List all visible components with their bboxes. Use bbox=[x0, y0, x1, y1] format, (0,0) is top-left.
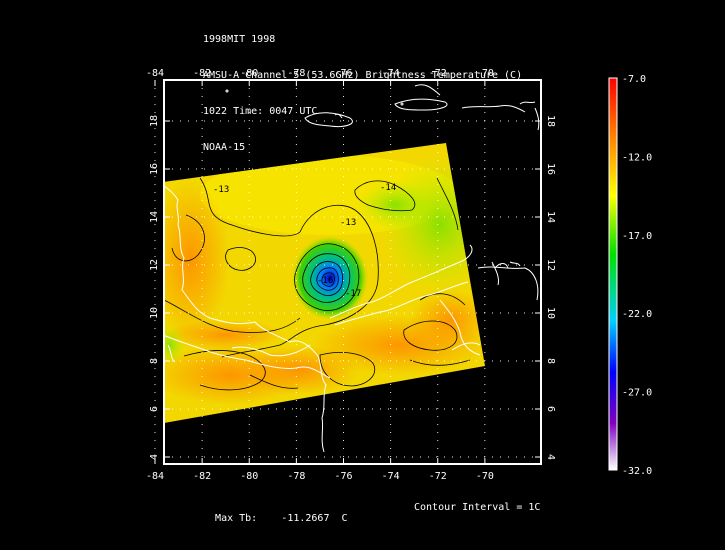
lon-tick-label: -84 bbox=[146, 471, 164, 482]
max-tb-label: Max Tb: bbox=[215, 513, 258, 524]
contour-label: -16 bbox=[317, 276, 333, 286]
max-tb-unit: C bbox=[341, 513, 348, 524]
lat-tick-label: 12 bbox=[545, 259, 556, 271]
lat-tick-label: 4 bbox=[149, 454, 160, 460]
lat-tick-label: 10 bbox=[545, 307, 556, 319]
satellite-swath: -13 -14 -13 -17 -16 bbox=[163, 143, 485, 423]
caribbean-islands bbox=[225, 84, 540, 269]
contour-label: -14 bbox=[380, 183, 396, 193]
color-bar-label: -22.0 bbox=[622, 309, 652, 320]
header-product: AMSU-A Channel 5 (53.6GHz) Brightness Te… bbox=[203, 70, 523, 81]
lat-tick-label: 4 bbox=[545, 454, 556, 460]
lat-tick-label: 18 bbox=[149, 115, 160, 127]
lon-tick-label: -76 bbox=[334, 68, 352, 79]
lon-labels-bottom: -84 -82 -80 -78 -76 -74 -72 -70 bbox=[146, 471, 494, 482]
map-frame bbox=[163, 79, 542, 465]
lon-tick-label: -72 bbox=[429, 471, 447, 482]
color-bar: -7.0 -12.0 -17.0 -22.0 -27.0 -32.0 bbox=[608, 74, 652, 477]
lat-labels-left: 4 6 8 10 12 14 16 18 bbox=[149, 115, 160, 460]
lat-tick-label: 10 bbox=[149, 307, 160, 319]
lat-tick-label: 14 bbox=[149, 211, 160, 223]
color-bar-label: -32.0 bbox=[622, 466, 652, 477]
lon-tick-label: -76 bbox=[334, 471, 352, 482]
lat-tick-label: 18 bbox=[545, 115, 556, 127]
graticule bbox=[154, 80, 541, 464]
lon-tick-label: -80 bbox=[240, 68, 258, 79]
lat-tick-label: 12 bbox=[149, 259, 160, 271]
header-date: 1998MIT 1998 bbox=[203, 34, 276, 45]
coastlines bbox=[162, 184, 539, 453]
color-bar-label: -12.0 bbox=[622, 152, 652, 163]
color-bar-gradient bbox=[608, 77, 618, 471]
lat-tick-label: 14 bbox=[545, 211, 556, 223]
contour-labels: -13 -14 -13 -17 -16 bbox=[213, 183, 396, 299]
max-tb-value: -11.2667 bbox=[281, 513, 330, 524]
map-header: 1998MIT 1998 AMSU-A Channel 5 (53.6GHz) … bbox=[203, 10, 522, 166]
color-bar-label: -17.0 bbox=[622, 231, 652, 242]
lon-tick-label: -74 bbox=[382, 68, 400, 79]
lat-labels-right: 4 6 8 10 12 14 16 18 bbox=[545, 115, 556, 460]
max-tb-readout: Max Tb: -11.2667 C bbox=[203, 502, 348, 524]
lon-tick-label: -70 bbox=[476, 68, 494, 79]
lon-tick-label: -74 bbox=[382, 471, 400, 482]
lat-tick-label: 8 bbox=[149, 358, 160, 364]
lon-labels-top: -84 -82 -80 -78 -76 -74 -72 -70 bbox=[146, 68, 494, 79]
lat-tick-label: 16 bbox=[149, 163, 160, 175]
lon-tick-label: -82 bbox=[193, 68, 211, 79]
lon-tick-label: -70 bbox=[476, 471, 494, 482]
color-bar-label: -7.0 bbox=[622, 74, 646, 85]
lon-tick-label: -84 bbox=[146, 68, 164, 79]
lat-tick-label: 16 bbox=[545, 163, 556, 175]
header-satellite: NOAA-15 bbox=[203, 142, 246, 153]
contour-label: -13 bbox=[213, 185, 229, 195]
contour-label: -17 bbox=[345, 289, 361, 299]
lat-tick-label: 8 bbox=[545, 358, 556, 364]
contour-interval: Contour Interval = 1C bbox=[414, 502, 541, 513]
lat-tick-label: 6 bbox=[149, 406, 160, 412]
lon-tick-label: -78 bbox=[287, 68, 305, 79]
header-time: 1022 Time: 0047 UTC bbox=[203, 106, 318, 117]
lon-tick-label: -80 bbox=[240, 471, 258, 482]
lon-tick-label: -78 bbox=[287, 471, 305, 482]
lon-tick-label: -72 bbox=[429, 68, 447, 79]
axis-ticks bbox=[154, 80, 541, 464]
contour-label: -13 bbox=[340, 218, 356, 228]
lon-tick-label: -82 bbox=[193, 471, 211, 482]
lat-tick-label: 6 bbox=[545, 406, 556, 412]
color-bar-label: -27.0 bbox=[622, 388, 652, 399]
